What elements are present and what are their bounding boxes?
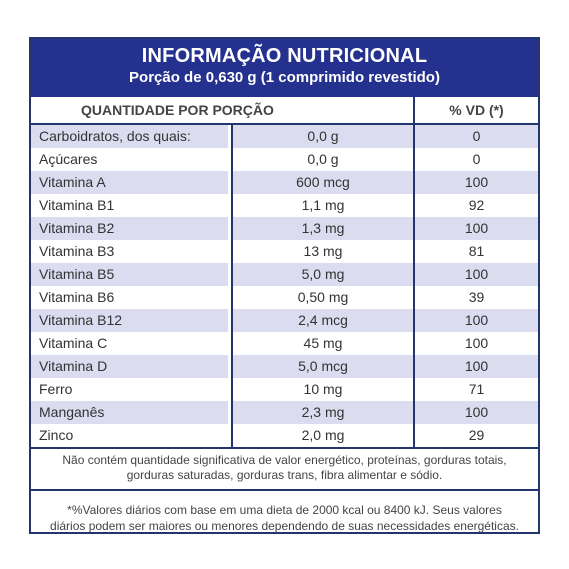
nutrient-vd: 92 [468,197,485,213]
nutrient-amount: 13 mg [231,240,415,263]
serving-size: Porção de 0,630 g (1 comprimido revestid… [129,69,440,86]
disclaimer-line-2: gorduras saturadas, gorduras trans, fibr… [126,468,443,482]
nutrient-vd: 0 [472,151,481,167]
nutrient-vd: 81 [468,243,485,259]
table-row: Vitamina D 5,0 mcg 100 [31,355,538,378]
nutrient-vd: 100 [464,335,489,351]
table-row: Vitamina B6 0,50 mg 39 [31,286,538,309]
nutrient-amount: 600 mcg [231,171,415,194]
vd-note-line-1: *%Valores diários com base em uma dieta … [67,503,502,517]
nutrient-amount: 0,50 mg [231,286,415,309]
nutrient-rows: Carboidratos, dos quais: 0,0 g 0 Açúcares 0,… [31,125,538,447]
nutrient-name: Vitamina B12 [31,309,228,332]
nutrient-amount: 1,3 mg [231,217,415,240]
table-row: Ferro 10 mg 71 [31,378,538,401]
disclaimer-daily-values: *%Valores diários com base em uma dieta … [31,489,538,534]
nutrition-facts-panel: INFORMAÇÃO NUTRICIONAL Porção de 0,630 g… [29,37,540,534]
nutrient-vd: 100 [415,309,538,332]
table-header: QUANTIDADE POR PORÇÃO % VD (*) [31,97,538,125]
nutrient-name: Vitamina D [31,355,228,378]
nutrient-amount: 0,0 g [231,125,415,148]
nutrient-name: Manganês [31,401,228,424]
table-row: Vitamina B2 1,3 mg 100 [31,217,538,240]
nutrient-amount: 5,0 mcg [231,355,415,378]
table-row: Vitamina A 600 mcg 100 [31,171,538,194]
column-header-vd: % VD (*) [449,102,504,118]
nutrient-vd: 100 [415,263,538,286]
nutrient-amount: 2,4 mcg [231,309,415,332]
nutrient-amount: 0,0 g [231,148,415,171]
nutrient-name: Vitamina B6 [39,289,115,305]
nutrient-amount: 1,1 mg [231,194,415,217]
nutrient-amount: 5,0 mg [231,263,415,286]
nutrient-name: Carboidratos, dos quais: [31,125,228,148]
nutrient-vd: 100 [415,355,538,378]
nutrient-name: Zinco [39,427,74,443]
nutrient-amount: 10 mg [231,378,415,401]
nutrient-vd: 100 [415,217,538,240]
nutrient-amount: 2,3 mg [231,401,415,424]
nutrient-vd: 100 [415,171,538,194]
nutrition-title: INFORMAÇÃO NUTRICIONAL [141,45,428,67]
nutrient-vd: 100 [415,401,538,424]
nutrient-amount: 45 mg [231,332,415,355]
nutrient-name: Vitamina C [39,335,108,351]
nutrient-vd: 29 [468,427,485,443]
vd-note-line-2: diários podem ser maiores ou menores dep… [50,519,519,533]
table-row: Vitamina B12 2,4 mcg 100 [31,309,538,332]
table-row: Zinco 2,0 mg 29 [31,424,538,447]
nutrient-vd: 39 [468,289,485,305]
table-row: Vitamina B3 13 mg 81 [31,240,538,263]
table-row: Vitamina B1 1,1 mg 92 [31,194,538,217]
nutrient-vd: 0 [415,125,538,148]
nutrient-name: Açúcares [39,151,98,167]
nutrient-vd: 71 [468,381,485,397]
nutrient-name: Vitamina B1 [39,197,115,213]
nutrient-name: Vitamina B2 [31,217,228,240]
nutrition-header: INFORMAÇÃO NUTRICIONAL Porção de 0,630 g… [31,39,538,97]
table-row: Manganês 2,3 mg 100 [31,401,538,424]
nutrient-amount: 2,0 mg [231,424,415,447]
nutrient-name: Vitamina A [31,171,228,194]
disclaimer-nonsignificant: Não contém quantidade significativa de v… [31,447,538,489]
nutrient-name: Ferro [39,381,73,397]
table-row: Vitamina B5 5,0 mg 100 [31,263,538,286]
table-row: Açúcares 0,0 g 0 [31,148,538,171]
table-row: Vitamina C 45 mg 100 [31,332,538,355]
nutrient-name: Vitamina B3 [39,243,115,259]
column-header-quantity: QUANTIDADE POR PORÇÃO [31,97,415,123]
nutrient-name: Vitamina B5 [31,263,228,286]
disclaimer-line-1: Não contém quantidade significativa de v… [62,453,507,467]
